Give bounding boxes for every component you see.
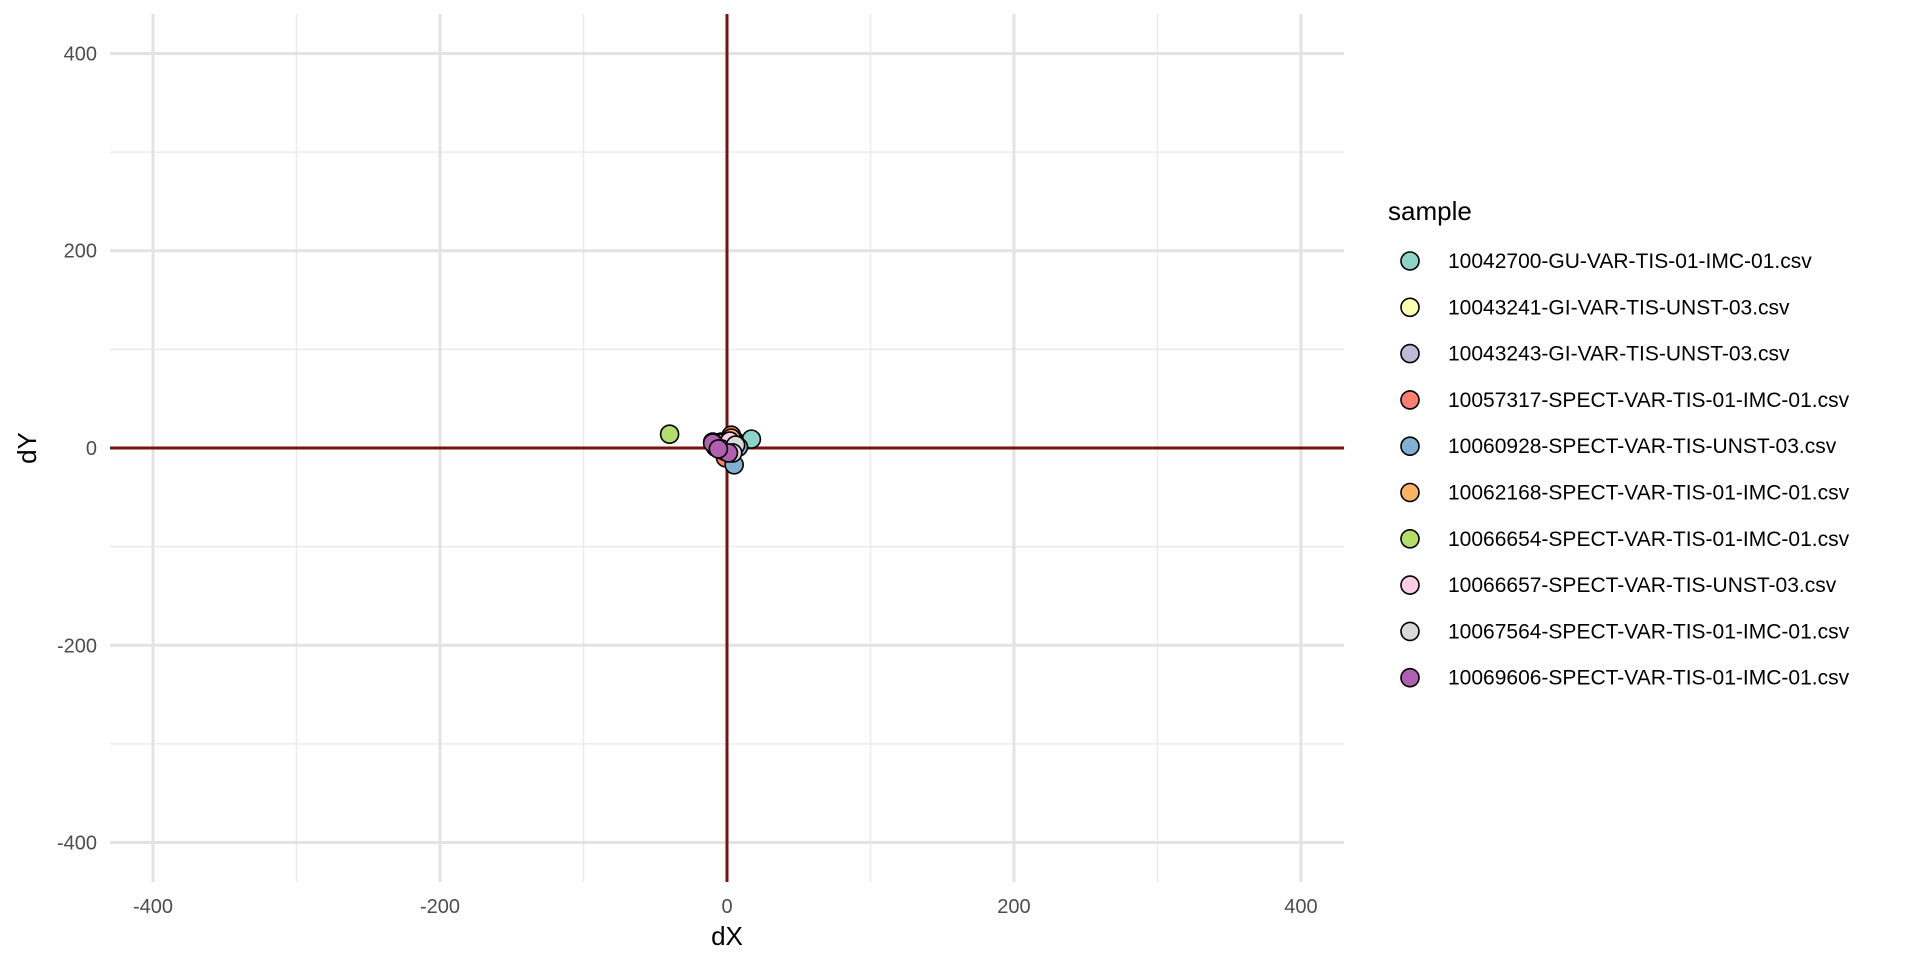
points-layer: [659, 424, 762, 475]
legend-key: [1400, 343, 1420, 364]
legend-label: 10066654-SPECT-VAR-TIS-01-IMC-01.csv: [1448, 528, 1850, 551]
legend-item: 10067564-SPECT-VAR-TIS-01-IMC-01.csv: [1400, 620, 1850, 643]
legend: sample 10042700-GU-VAR-TIS-01-IMC-01.csv…: [1388, 196, 1850, 690]
x-tick-label: 200: [997, 896, 1030, 918]
legend-label: 10066657-SPECT-VAR-TIS-UNST-03.csv: [1448, 574, 1837, 597]
x-tick-label: 0: [721, 896, 732, 918]
legend-item: 10043241-GI-VAR-TIS-UNST-03.csv: [1400, 296, 1790, 319]
legend-label: 10060928-SPECT-VAR-TIS-UNST-03.csv: [1448, 435, 1837, 458]
data-point-series-6: [659, 424, 680, 444]
y-tick-label: 0: [86, 438, 97, 460]
legend-key: [1400, 667, 1420, 688]
legend-item: 10066654-SPECT-VAR-TIS-01-IMC-01.csv: [1400, 528, 1850, 551]
legend-label: 10043243-GI-VAR-TIS-UNST-03.csv: [1448, 343, 1790, 366]
legend-item: 10066657-SPECT-VAR-TIS-UNST-03.csv: [1400, 574, 1837, 597]
y-tick-label: -200: [57, 635, 97, 657]
legend-label: 10067564-SPECT-VAR-TIS-01-IMC-01.csv: [1448, 620, 1850, 643]
legend-key: [1400, 482, 1420, 503]
legend-key: [1400, 390, 1420, 410]
legend-key: [1400, 251, 1420, 271]
data-point-series-9: [708, 439, 729, 459]
x-tick-label: -400: [133, 896, 173, 918]
legend-item: 10062168-SPECT-VAR-TIS-01-IMC-01.csv: [1400, 482, 1850, 505]
legend-key: [1400, 575, 1420, 595]
legend-key: [1400, 621, 1420, 642]
legend-label: 10062168-SPECT-VAR-TIS-01-IMC-01.csv: [1448, 482, 1850, 505]
x-tick-labels: -400 -200 0 200 400: [133, 896, 1318, 918]
legend-item: 10069606-SPECT-VAR-TIS-01-IMC-01.csv: [1400, 667, 1850, 690]
legend-label: 10069606-SPECT-VAR-TIS-01-IMC-01.csv: [1448, 667, 1850, 690]
legend-item: 10060928-SPECT-VAR-TIS-UNST-03.csv: [1400, 435, 1837, 458]
y-tick-label: 400: [64, 43, 97, 65]
y-axis-title: dY: [12, 432, 42, 464]
legend-items: 10042700-GU-VAR-TIS-01-IMC-01.csv 1004324…: [1400, 250, 1850, 690]
x-tick-label: 400: [1284, 896, 1317, 918]
legend-label: 10057317-SPECT-VAR-TIS-01-IMC-01.csv: [1448, 389, 1850, 412]
legend-label: 10042700-GU-VAR-TIS-01-IMC-01.csv: [1448, 250, 1812, 273]
legend-key: [1400, 436, 1420, 457]
legend-key: [1400, 528, 1420, 549]
x-axis-title: dX: [711, 921, 743, 951]
legend-item: 10042700-GU-VAR-TIS-01-IMC-01.csv: [1400, 250, 1812, 273]
x-tick-label: -200: [420, 896, 460, 918]
legend-title: sample: [1388, 196, 1472, 226]
y-tick-labels: -400 -200 0 200 400: [57, 43, 97, 854]
y-tick-label: 200: [64, 241, 97, 263]
legend-key: [1400, 297, 1420, 318]
y-tick-label: -400: [57, 833, 97, 855]
legend-item: 10057317-SPECT-VAR-TIS-01-IMC-01.csv: [1400, 389, 1850, 412]
legend-label: 10043241-GI-VAR-TIS-UNST-03.csv: [1448, 296, 1790, 319]
legend-item: 10043243-GI-VAR-TIS-UNST-03.csv: [1400, 343, 1790, 366]
